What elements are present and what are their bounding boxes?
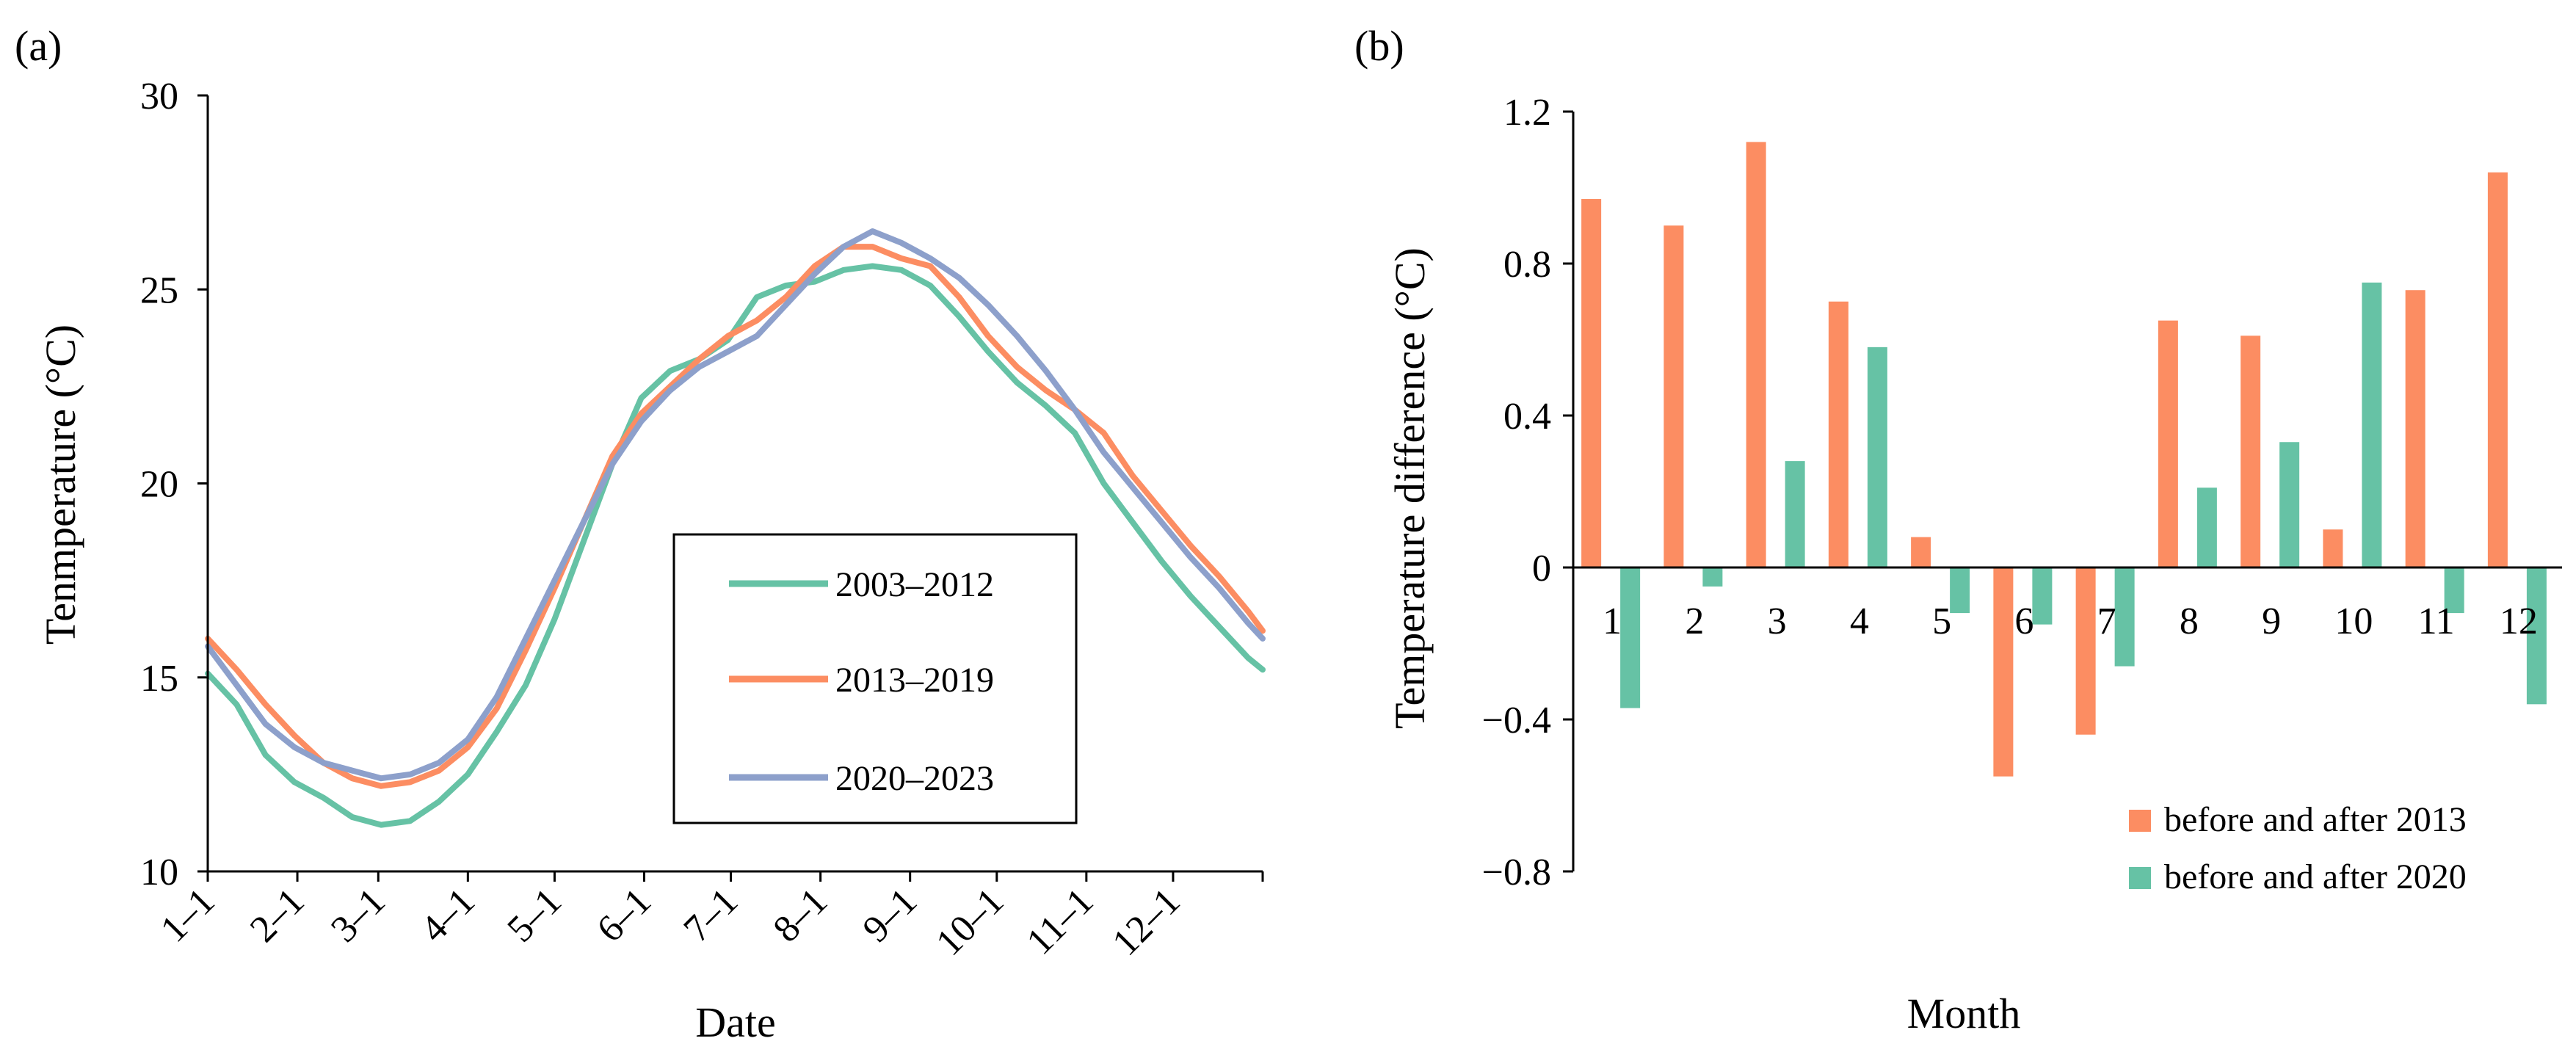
bar-2020-month-11: [2444, 567, 2464, 614]
bar-2013-month-10: [2323, 529, 2343, 567]
panel-b-category-labels: 1 2 3 4 5 6 7 8 9 10 11 12: [1603, 601, 2538, 642]
bar-2020-month-12: [2526, 567, 2547, 705]
y-tick-label: 25: [140, 269, 178, 311]
y-tick-label: 0.8: [1503, 244, 1551, 286]
panel-b-label: (b): [1354, 22, 1404, 70]
panel-b-legend: before and after 2013 before and after 2…: [2129, 800, 2467, 896]
panel-b-bars: [1581, 142, 2547, 777]
x-tick-label: 3–1: [323, 880, 393, 950]
bar-2013-month-5: [1911, 537, 1931, 567]
bar-2020-month-4: [1867, 347, 1887, 567]
category-label: 7: [2097, 601, 2116, 642]
legend-swatch-before-after-2013: [2129, 810, 2151, 832]
bar-2020-month-2: [1702, 567, 1723, 587]
x-tick-label: 7–1: [676, 880, 746, 950]
panel-b-x-axis-title: Month: [1907, 990, 2021, 1037]
legend-label-2020-2023: 2020–2023: [835, 759, 994, 798]
bar-2013-month-11: [2405, 290, 2426, 567]
panel-a-x-ticks: 1–1 2–1 3–1 4–1 5–1 6–1 7–1 8–1 9–1 10–1 11–1 12–1: [153, 871, 1264, 964]
y-tick-label: 10: [140, 852, 178, 893]
category-label: 5: [1932, 601, 1951, 642]
panel-b-y-axis-title: Temperature difference (°C): [1386, 247, 1434, 729]
bar-2020-month-3: [1785, 461, 1805, 567]
x-tick-label: 2–1: [242, 880, 312, 950]
x-tick-label: 8–1: [766, 880, 835, 950]
category-label: 9: [2262, 601, 2281, 642]
y-tick-label: 20: [140, 464, 178, 506]
category-label: 8: [2180, 601, 2199, 642]
category-label: 4: [1850, 601, 1869, 642]
category-label: 3: [1768, 601, 1787, 642]
bar-2013-month-4: [1828, 301, 1848, 567]
bar-2013-month-9: [2241, 335, 2261, 567]
x-tick-label: 4–1: [413, 880, 482, 950]
bar-2013-month-6: [1993, 567, 2014, 777]
y-tick-label: 0: [1532, 548, 1551, 590]
y-tick-label: −0.8: [1482, 852, 1551, 893]
panel-a-series: [205, 228, 1266, 828]
category-label: 12: [2500, 601, 2538, 642]
series-line-2013-2019: [205, 244, 1266, 789]
bar-2013-month-7: [2075, 567, 2096, 735]
panel-b-bar-chart: (b) Temperature difference (°C) Month −0…: [1354, 22, 2562, 1037]
y-tick-label: −0.4: [1482, 700, 1551, 741]
legend-label-2013-2019: 2013–2019: [835, 661, 994, 700]
bar-2020-month-1: [1620, 567, 1641, 708]
y-tick-label: 0.4: [1503, 396, 1551, 438]
panel-a-y-ticks: 10 15 20 25 30: [140, 76, 208, 893]
x-tick-label: 5–1: [499, 880, 569, 950]
category-label: 1: [1603, 601, 1622, 642]
y-tick-label: 15: [140, 658, 178, 700]
category-label: 11: [2418, 601, 2455, 642]
series-line-2020-2023: [205, 228, 1266, 782]
category-label: 2: [1685, 601, 1704, 642]
category-label: 10: [2334, 601, 2373, 642]
bar-2020-month-10: [2362, 282, 2382, 567]
legend-label-2003-2012: 2003–2012: [835, 565, 994, 604]
x-tick-label: 6–1: [589, 880, 659, 950]
legend-label-before-after-2013: before and after 2013: [2164, 800, 2467, 839]
x-tick-label: 10–1: [928, 880, 1012, 964]
bar-2013-month-1: [1581, 199, 1602, 567]
bar-2020-month-5: [1950, 567, 1970, 614]
bar-2013-month-3: [1746, 142, 1766, 567]
bar-2020-month-7: [2114, 567, 2135, 667]
x-tick-label: 9–1: [855, 880, 925, 950]
legend-swatch-before-after-2020: [2129, 867, 2151, 889]
x-tick-label: 11–1: [1019, 880, 1101, 962]
bar-2020-month-8: [2196, 487, 2217, 567]
panel-a-label: (a): [15, 22, 62, 70]
series-line-2003-2012: [205, 263, 1266, 828]
y-tick-label: 1.2: [1503, 92, 1551, 134]
y-tick-label: 30: [140, 76, 178, 117]
category-label: 6: [2014, 601, 2033, 642]
bar-2013-month-2: [1663, 225, 1684, 567]
panel-a-legend: 2003–2012 2013–2019 2020–2023: [672, 533, 1078, 824]
bar-2013-month-12: [2487, 172, 2508, 568]
panel-a-x-axis-title: Date: [695, 998, 776, 1046]
x-tick-label: 12–1: [1105, 880, 1189, 964]
bar-2020-month-6: [2032, 567, 2053, 625]
panel-a-y-axis-title: Tenmperature (°C): [37, 324, 84, 645]
bar-2013-month-8: [2158, 320, 2178, 567]
legend-label-before-after-2020: before and after 2020: [2164, 857, 2467, 896]
panel-b-y-ticks: −0.8 −0.4 0 0.4 0.8 1.2: [1482, 92, 1573, 893]
bar-2020-month-9: [2279, 442, 2300, 567]
